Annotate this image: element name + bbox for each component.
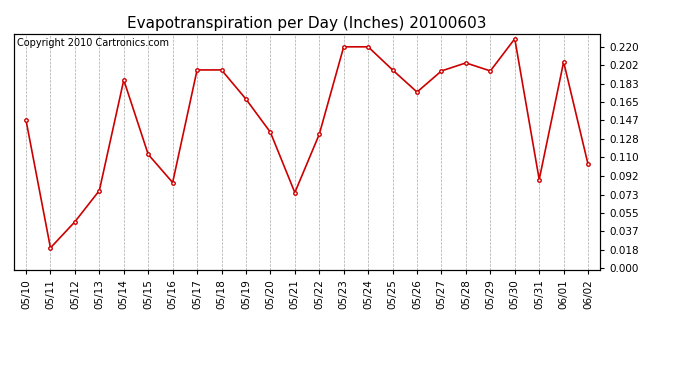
- Title: Evapotranspiration per Day (Inches) 20100603: Evapotranspiration per Day (Inches) 2010…: [127, 16, 487, 31]
- Text: Copyright 2010 Cartronics.com: Copyright 2010 Cartronics.com: [17, 39, 169, 48]
